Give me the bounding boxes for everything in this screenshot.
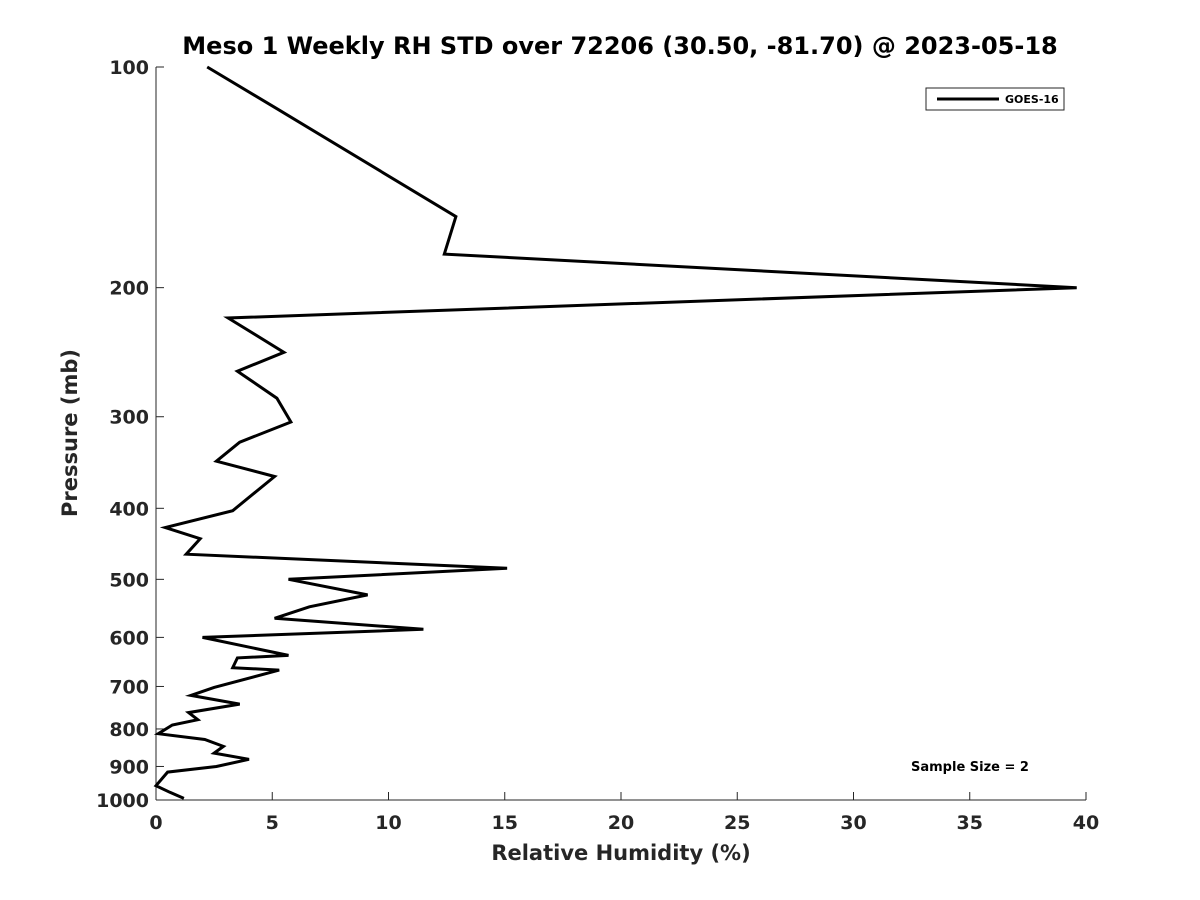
x-tick-label: 0	[149, 812, 162, 834]
series-line-goes-16	[153, 65, 1077, 800]
y-tick-label: 700	[109, 676, 149, 698]
y-tick-label: 300	[109, 407, 149, 429]
y-tick-label: 600	[109, 627, 149, 649]
legend-label-goes-16: GOES-16	[1005, 93, 1059, 106]
y-tick-label: 400	[109, 498, 149, 520]
y-tick-label: 100	[109, 57, 149, 79]
x-tick-label: 20	[608, 812, 634, 834]
x-tick-label: 15	[492, 812, 518, 834]
x-tick-label: 40	[1073, 812, 1099, 834]
sample-size-annotation: Sample Size = 2	[911, 760, 1029, 775]
series-layer	[153, 65, 1077, 800]
y-tick-label: 500	[109, 569, 149, 591]
x-axis-label: Relative Humidity (%)	[491, 841, 750, 865]
x-axis-ticks: 0 5 10 15 20 25 30 35 40	[149, 792, 1099, 834]
chart-title: Meso 1 Weekly RH STD over 72206 (30.50, …	[182, 32, 1057, 60]
x-tick-label: 5	[266, 812, 279, 834]
y-tick-label: 200	[109, 278, 149, 300]
x-tick-label: 25	[724, 812, 750, 834]
x-tick-label: 10	[375, 812, 401, 834]
y-tick-label: 900	[109, 756, 149, 778]
legend: GOES-16	[925, 87, 1065, 111]
y-axis-ticks: 100 200 300 400 500 600 700 800 900 1000	[96, 57, 164, 812]
y-tick-label: 800	[109, 719, 149, 741]
y-tick-label: 1000	[96, 790, 149, 812]
x-tick-label: 35	[957, 812, 983, 834]
x-tick-label: 30	[840, 812, 866, 834]
y-axis-label: Pressure (mb)	[58, 349, 82, 517]
